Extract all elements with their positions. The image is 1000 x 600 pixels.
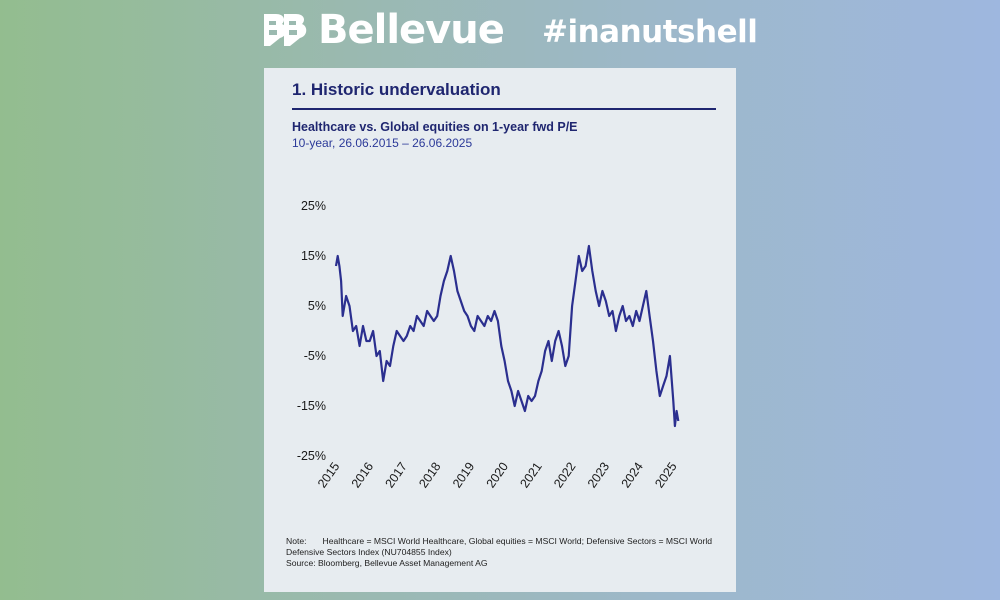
y-tick-label: -5% [304, 349, 326, 363]
series-line [334, 244, 680, 428]
hashtag: #inanutshell [542, 14, 758, 50]
x-tick-label: 2018 [416, 460, 443, 491]
source-text: Source: Bloomberg, Bellevue Asset Manage… [286, 558, 488, 568]
chart-note: Note: Healthcare = MSCI World Healthcare,… [286, 536, 722, 569]
note-text-block: Note: Healthcare = MSCI World Healthcare,… [286, 536, 722, 558]
title-divider [292, 108, 716, 110]
x-tick-label: 2020 [484, 460, 511, 491]
x-tick-label: 2024 [619, 460, 646, 491]
brand-name: Bellevue [318, 7, 505, 53]
x-tick-label: 2017 [382, 460, 409, 491]
y-tick-label: -15% [297, 399, 326, 413]
x-tick-label: 2025 [652, 460, 679, 491]
x-tick-label: 2021 [517, 460, 544, 491]
note-text: Healthcare = MSCI World Healthcare, Glob… [286, 536, 713, 557]
y-tick-label: 15% [301, 249, 326, 263]
chart-card: 1. Historic undervaluation Healthcare vs… [264, 68, 736, 592]
x-tick-label: 2015 [315, 460, 342, 491]
x-tick-label: 2022 [551, 460, 578, 491]
y-tick-label: 5% [308, 299, 326, 313]
line-chart: 25% 15% 5% -5% -15% -25%2015 2016 2017 2018 2019 2… [297, 199, 680, 491]
x-tick-label: 2023 [585, 460, 612, 491]
x-tick-label: 2019 [450, 460, 477, 491]
y-tick-label: 25% [301, 199, 326, 213]
y-tick-label: -25% [297, 449, 326, 463]
card-title: 1. Historic undervaluation [292, 80, 501, 99]
chart-subtitle: Healthcare vs. Global equities on 1-year… [292, 120, 578, 134]
bellevue-logo-icon [264, 14, 307, 46]
x-tick-label: 2016 [349, 460, 376, 491]
date-range: 10-year, 26.06.2015 – 26.06.2025 [292, 136, 473, 150]
note-label: Note: [286, 536, 307, 546]
brand-logo: Bellevue [262, 7, 505, 53]
